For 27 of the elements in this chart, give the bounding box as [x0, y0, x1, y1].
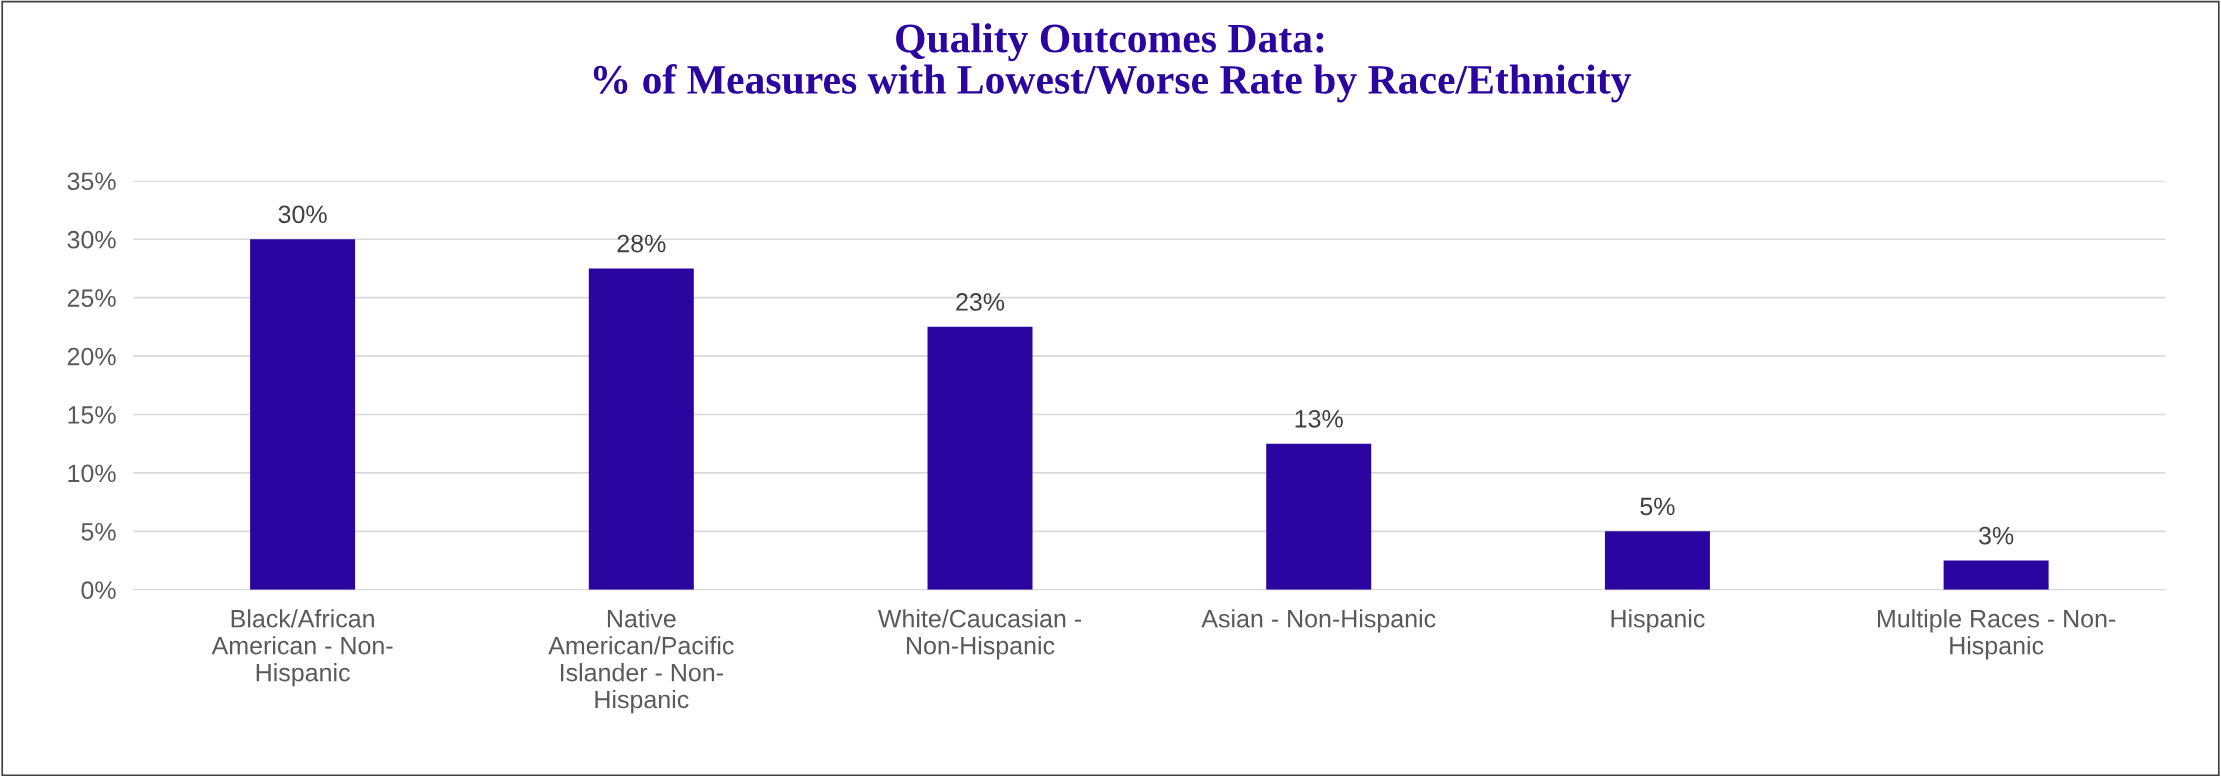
x-tick-label: Black/African American - Non- Hispanic: [211, 609, 393, 687]
x-tick-label: Native American/Pacific Islander - Non- Hispanic: [548, 609, 734, 714]
x-tick-label: Asian - Non-Hispanic: [1201, 609, 1436, 633]
y-tick-label: 25%: [67, 289, 116, 307]
data-label: 28%: [617, 234, 666, 253]
y-tick-label: 20%: [67, 347, 116, 366]
y-tick-label: 0%: [81, 581, 116, 600]
x-tick-label: Multiple Races - Non- Hispanic: [1878, 609, 2116, 660]
bar: [1266, 443, 1372, 590]
data-label: 5%: [1640, 497, 1675, 516]
chart-title: Quality Outcomes Data: % of Measures with Lowest/Worse Rate by Race/Ethnicity: [593, 23, 1632, 103]
data-label: 13%: [1295, 409, 1343, 428]
bar: [250, 239, 356, 590]
bar: [927, 326, 1033, 590]
y-tick-label: 35%: [67, 172, 116, 191]
bar: [1943, 560, 2049, 590]
y-tick-label: 30%: [67, 230, 116, 249]
x-tick-label: Hispanic: [1611, 609, 1705, 633]
y-tick-label: 10%: [68, 464, 116, 483]
y-tick-label: 15%: [68, 406, 116, 424]
bar: [1604, 531, 1710, 590]
data-label: 23%: [956, 293, 1005, 311]
data-label: 3%: [1979, 526, 2014, 545]
y-tick-label: 5%: [81, 523, 116, 541]
bar: [588, 268, 694, 590]
data-label: 30%: [278, 205, 327, 224]
x-tick-label: White/Caucasian - Non-Hispanic: [878, 609, 1082, 660]
